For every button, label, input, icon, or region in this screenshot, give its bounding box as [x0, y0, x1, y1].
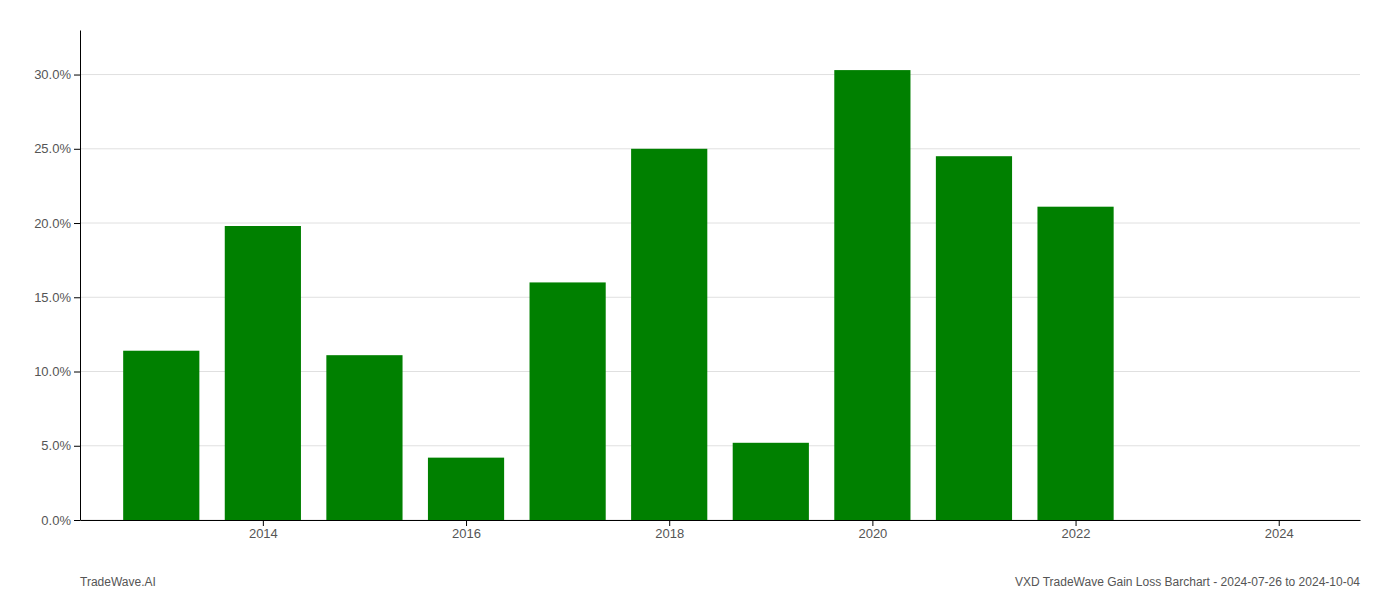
watermark: TradeWave.AI	[80, 575, 156, 589]
y-axis: 0.0% 5.0% 10.0% 15.0% 20.0% 25.0% 30.0%	[34, 31, 80, 528]
bar	[834, 70, 910, 520]
tick-mark	[74, 297, 80, 298]
grid-line	[80, 148, 1360, 149]
x-axis-tick: 2020	[858, 520, 887, 541]
bar	[123, 351, 199, 520]
tick-mark	[263, 520, 264, 526]
tick-label: 2022	[1062, 526, 1091, 541]
tick-mark	[74, 75, 80, 76]
bar	[1037, 207, 1113, 520]
tick-label: 30.0%	[34, 67, 71, 82]
chart: 2014 2016 2018 2020 2022 2024 0.0% 5.0% 10.0% 15.…	[0, 0, 1400, 600]
y-axis-tick: 15.0%	[34, 290, 80, 305]
tick-label: 0.0%	[41, 513, 71, 528]
tick-label: 25.0%	[34, 141, 71, 156]
x-axis-line	[81, 520, 1361, 521]
tick-label: 20.0%	[34, 216, 71, 231]
tick-mark	[74, 149, 80, 150]
grid-line	[80, 223, 1360, 224]
x-axis-tick: 2016	[452, 520, 481, 541]
y-axis-tick: 0.0%	[41, 513, 80, 528]
title: VXD TradeWave Gain Loss Barchart - 2024-…	[1015, 575, 1360, 589]
bar	[733, 443, 809, 520]
bar	[1139, 520, 1215, 521]
tick-mark	[466, 520, 467, 526]
tick-label: 5.0%	[41, 438, 71, 453]
x-axis-tick: 2022	[1062, 520, 1091, 541]
y-axis-tick: 30.0%	[34, 67, 80, 82]
bars	[123, 70, 1113, 520]
tick-mark	[74, 520, 80, 521]
bar	[225, 226, 301, 520]
tick-label: 2024	[1265, 526, 1294, 541]
tick-mark	[872, 520, 873, 526]
y-axis-tick: 5.0%	[41, 438, 80, 453]
grid-line	[80, 74, 1360, 75]
x-axis-tick: 2018	[655, 520, 684, 541]
x-axis-tick: 2014	[249, 520, 278, 541]
bar	[530, 282, 606, 520]
tick-label: 15.0%	[34, 290, 71, 305]
tick-mark	[669, 520, 670, 526]
bar	[631, 149, 707, 520]
tick-mark	[1279, 520, 1280, 526]
x-axis-tick: 2024	[1265, 520, 1294, 541]
tick-label: 2020	[858, 526, 887, 541]
bar	[936, 156, 1012, 520]
bar	[326, 355, 402, 520]
x-axis: 2014 2016 2018 2020 2022 2024	[81, 520, 1361, 541]
y-axis-tick: 20.0%	[34, 216, 80, 231]
tick-label: 2014	[249, 526, 278, 541]
tick-label: 2018	[655, 526, 684, 541]
tick-mark	[74, 372, 80, 373]
tick-label: 2016	[452, 526, 481, 541]
plot: 2014 2016 2018 2020 2022 2024 0.0% 5.0% 10.0% 15.…	[34, 31, 1360, 542]
y-axis-line	[80, 31, 81, 521]
y-axis-tick: 10.0%	[34, 364, 80, 379]
bar	[428, 458, 504, 520]
tick-mark	[1076, 520, 1077, 526]
tick-mark	[74, 446, 80, 447]
tick-label: 10.0%	[34, 364, 71, 379]
tick-mark	[74, 223, 80, 224]
grid	[80, 75, 1360, 520]
y-axis-tick: 25.0%	[34, 141, 80, 156]
